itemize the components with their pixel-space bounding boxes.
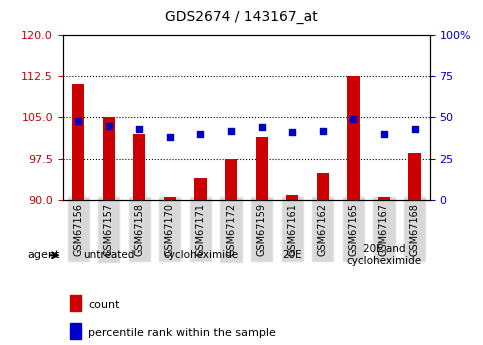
Bar (347, 76, 359, 200)
Point (74, 118, 82, 124)
Bar (72, 84, 84, 200)
Bar (409, 153, 421, 200)
Point (288, 129, 296, 135)
Point (258, 125, 266, 130)
Bar (164, 197, 176, 200)
Text: 20E and
cycloheximide: 20E and cycloheximide (346, 245, 422, 266)
Bar (70, 323, 81, 339)
Text: untreated: untreated (83, 250, 134, 260)
Text: cycloheximide: cycloheximide (163, 250, 238, 260)
Text: 20E: 20E (283, 250, 302, 260)
Bar (378, 197, 390, 200)
Bar (225, 159, 237, 200)
Point (319, 128, 327, 133)
Text: agent: agent (27, 250, 60, 260)
Text: GDS2674 / 143167_at: GDS2674 / 143167_at (165, 10, 318, 24)
Point (227, 128, 235, 133)
Bar (70, 295, 81, 311)
Bar (286, 195, 298, 200)
Bar (256, 137, 268, 200)
Bar (317, 172, 329, 200)
Point (380, 131, 388, 137)
Point (411, 126, 418, 132)
Bar (194, 178, 207, 200)
Point (166, 135, 174, 140)
Point (105, 123, 113, 128)
Bar (133, 134, 145, 200)
Point (350, 116, 357, 122)
Point (197, 131, 204, 137)
Point (135, 126, 143, 132)
Text: count: count (88, 300, 120, 309)
Bar (102, 117, 115, 200)
Text: percentile rank within the sample: percentile rank within the sample (88, 328, 276, 337)
